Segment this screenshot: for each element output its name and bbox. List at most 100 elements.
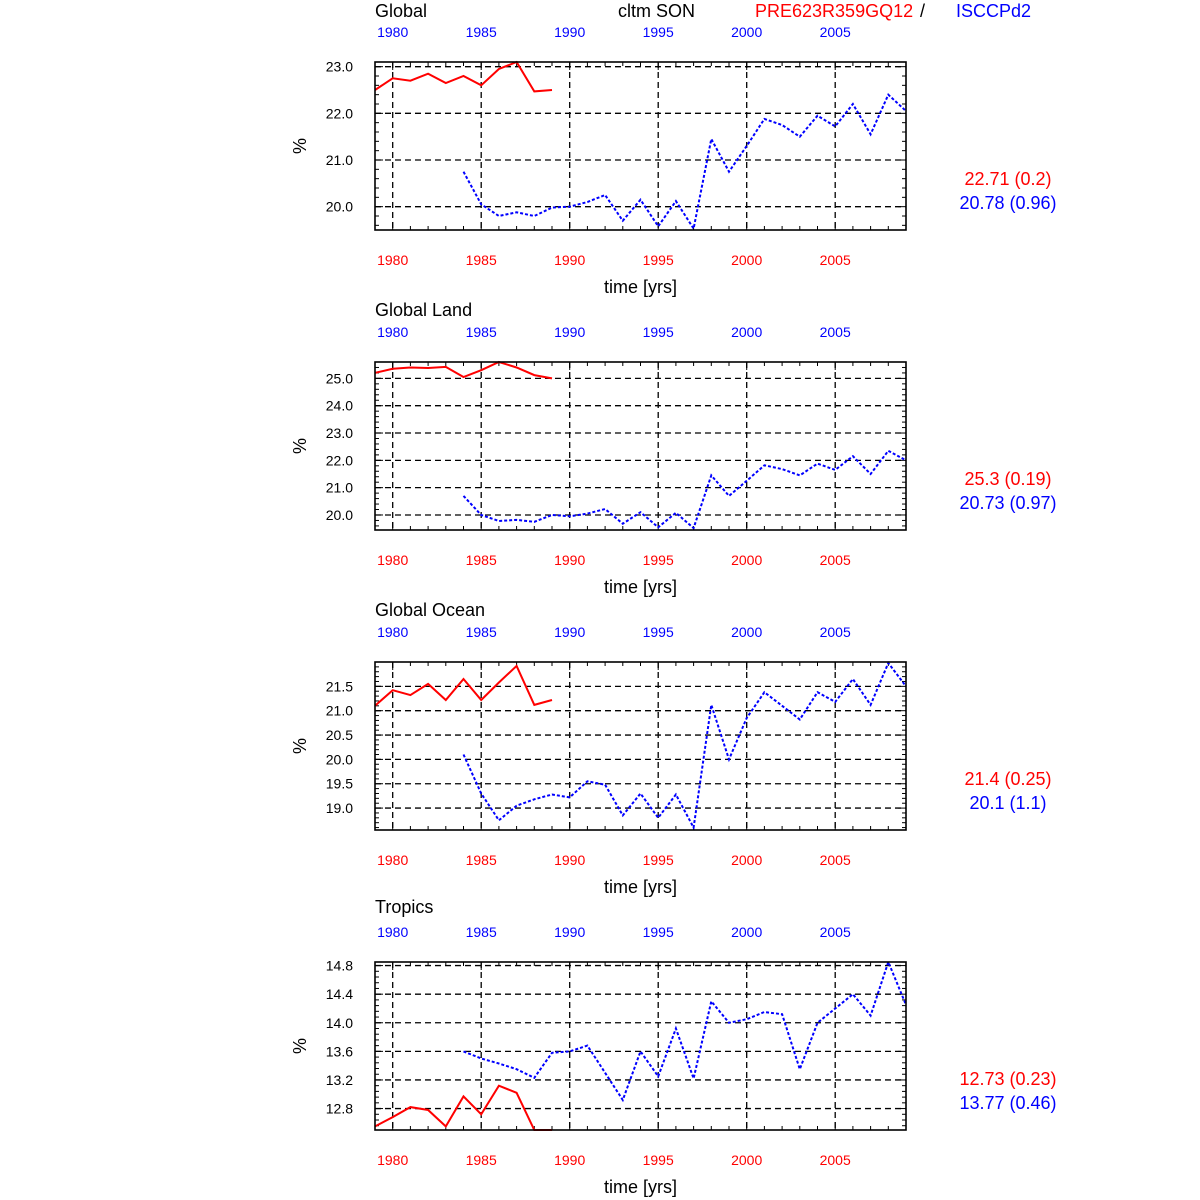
y-tick-label: 24.0	[326, 398, 353, 414]
model-series-line	[374, 60, 553, 93]
obs-series-line	[462, 661, 907, 831]
bottom-year-label: 2005	[820, 1152, 851, 1168]
y-tick-label: 14.0	[326, 1015, 353, 1031]
y-axis-title: %	[290, 1038, 310, 1054]
x-axis-title: time [yrs]	[604, 577, 677, 597]
y-tick-label: 13.6	[326, 1043, 353, 1059]
y-axis-title: %	[290, 138, 310, 154]
top-year-label: 1985	[466, 624, 497, 640]
bottom-year-label: 1980	[377, 1152, 408, 1168]
bottom-year-label: 1990	[554, 1152, 585, 1168]
bottom-year-label: 2000	[731, 852, 762, 868]
bottom-year-label: 1990	[554, 252, 585, 268]
panel-title: Tropics	[375, 897, 434, 917]
x-axis-title: time [yrs]	[604, 277, 677, 297]
top-year-label: 1990	[554, 924, 585, 940]
y-tick-label: 14.8	[326, 958, 353, 974]
bottom-year-label: 2005	[820, 552, 851, 568]
top-year-label: 1995	[643, 324, 674, 340]
model-stat: 22.71 (0.2)	[964, 169, 1052, 189]
y-tick-label: 21.0	[326, 480, 353, 496]
model-stat: 25.3 (0.19)	[964, 469, 1052, 489]
y-tick-label: 23.0	[326, 425, 353, 441]
top-year-label: 2000	[731, 324, 762, 340]
top-year-label: 1980	[377, 924, 408, 940]
top-year-label: 2005	[820, 624, 851, 640]
plot-frame	[374, 961, 907, 1131]
bottom-year-label: 2000	[731, 252, 762, 268]
obs-stat: 13.77 (0.46)	[959, 1093, 1057, 1113]
bottom-year-label: 1995	[643, 552, 674, 568]
y-tick-label: 21.5	[326, 678, 353, 694]
top-year-label: 1980	[377, 24, 408, 40]
top-year-label: 2005	[820, 924, 851, 940]
y-tick-label: 14.4	[326, 986, 353, 1002]
obs-stat: 20.1 (1.1)	[969, 793, 1047, 813]
bottom-year-label: 1990	[554, 852, 585, 868]
bottom-year-label: 1980	[377, 552, 408, 568]
top-year-label: 1990	[554, 24, 585, 40]
obs-stat: 20.78 (0.96)	[959, 193, 1057, 213]
top-year-label: 1990	[554, 624, 585, 640]
obs-series-line	[462, 93, 907, 232]
y-tick-label: 21.0	[326, 703, 353, 719]
top-year-label: 1985	[466, 24, 497, 40]
top-year-label: 2005	[820, 324, 851, 340]
panel-title: Global	[375, 1, 428, 21]
x-axis-title: time [yrs]	[604, 1177, 677, 1197]
title-separator: /	[920, 1, 926, 21]
bottom-year-label: 1985	[466, 852, 497, 868]
bottom-year-label: 1985	[466, 252, 497, 268]
y-tick-label: 25.0	[326, 370, 353, 386]
top-year-label: 2000	[731, 924, 762, 940]
bottom-year-label: 2005	[820, 252, 851, 268]
top-year-label: 1995	[643, 924, 674, 940]
top-year-label: 1980	[377, 324, 408, 340]
top-year-label: 1980	[377, 624, 408, 640]
model-series-line	[374, 1084, 552, 1131]
bottom-year-label: 1985	[466, 1152, 497, 1168]
obs-stat: 20.73 (0.97)	[959, 493, 1057, 513]
bottom-year-label: 1980	[377, 852, 408, 868]
bottom-year-label: 1995	[643, 852, 674, 868]
bottom-year-label: 1990	[554, 552, 585, 568]
model-series-line	[374, 360, 553, 380]
panel-title: Global Land	[375, 300, 473, 320]
panel-title: Global Ocean	[375, 600, 486, 620]
bottom-year-label: 2000	[731, 1152, 762, 1168]
y-tick-label: 19.0	[326, 800, 353, 816]
bottom-year-label: 1985	[466, 552, 497, 568]
y-tick-label: 21.0	[326, 152, 353, 168]
bottom-year-label: 2000	[731, 552, 762, 568]
y-axis-title: %	[290, 438, 310, 454]
y-tick-label: 20.5	[326, 727, 353, 743]
bottom-year-label: 2005	[820, 852, 851, 868]
top-year-label: 2005	[820, 24, 851, 40]
top-year-label: 1995	[643, 24, 674, 40]
obs-series-line	[462, 449, 907, 530]
obs-name-label: ISCCPd2	[956, 1, 1032, 21]
bottom-year-label: 1995	[643, 1152, 674, 1168]
plot-frame	[374, 661, 907, 831]
bottom-year-label: 1995	[643, 252, 674, 268]
obs-series-line	[463, 959, 907, 1103]
y-tick-label: 22.0	[326, 105, 353, 121]
top-year-label: 2000	[731, 24, 762, 40]
model-stat: 21.4 (0.25)	[964, 769, 1052, 789]
top-year-label: 2000	[731, 624, 762, 640]
y-tick-label: 20.0	[326, 751, 353, 767]
model-name-label: PRE623R359GQ12	[755, 1, 914, 21]
top-year-label: 1995	[643, 624, 674, 640]
y-tick-label: 23.0	[326, 59, 353, 75]
variable-title: cltm SON	[618, 1, 696, 21]
model-series-line	[374, 664, 553, 707]
bottom-year-label: 1980	[377, 252, 408, 268]
y-tick-label: 12.8	[326, 1101, 353, 1117]
y-axis-title: %	[290, 738, 310, 754]
y-tick-label: 19.5	[326, 776, 353, 792]
top-year-label: 1985	[466, 324, 497, 340]
y-tick-label: 20.0	[326, 507, 353, 523]
plot-frame	[374, 61, 907, 231]
model-stat: 12.73 (0.23)	[959, 1069, 1057, 1089]
